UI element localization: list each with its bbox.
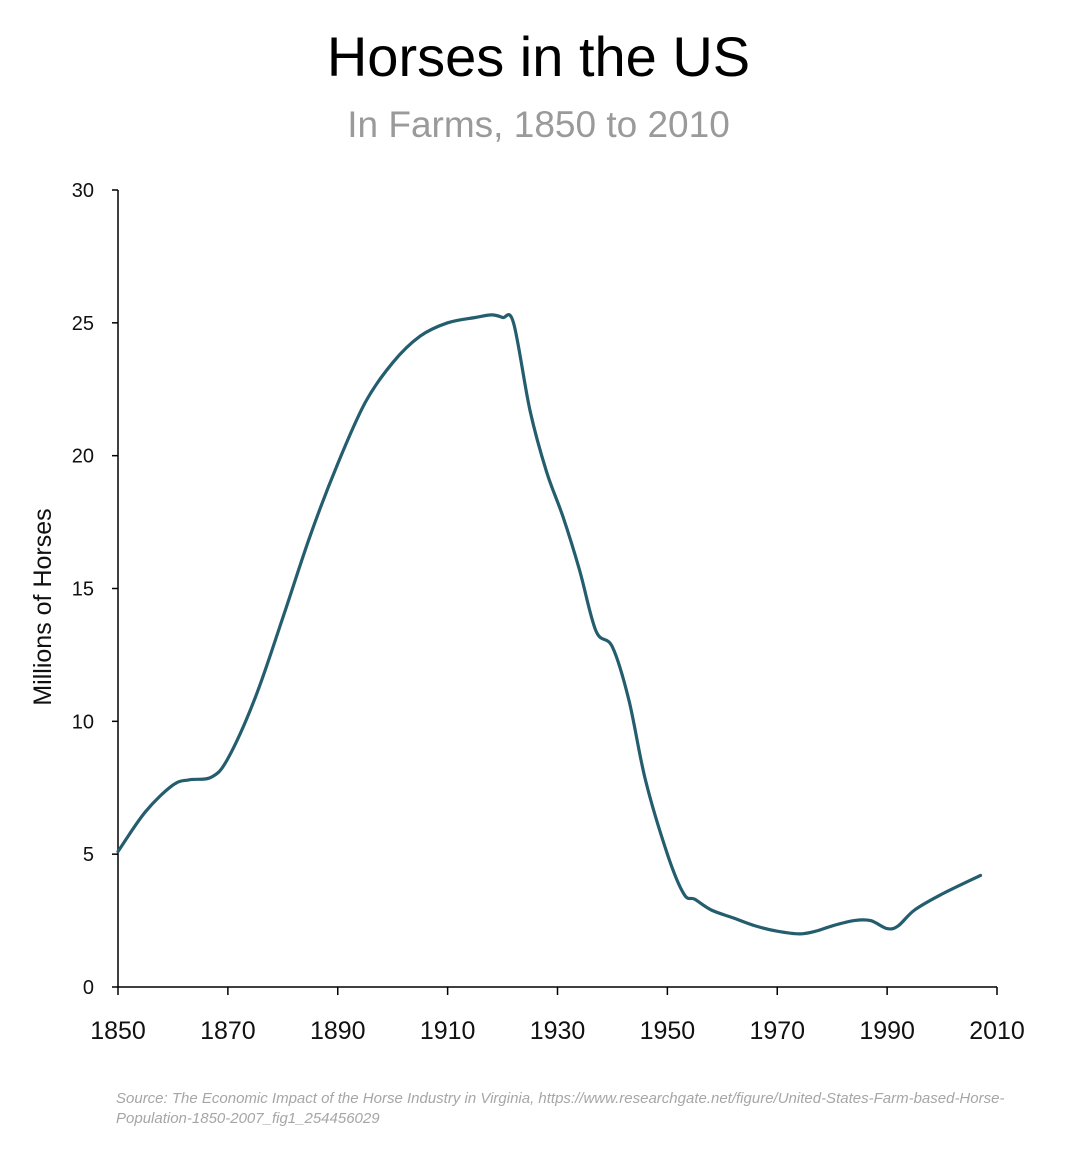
series-group [116, 313, 983, 936]
axes [117, 190, 997, 988]
chart-title: Horses in the US [326, 25, 751, 88]
y-tick-label: 15 [72, 579, 94, 601]
y-tick-label: 25 [72, 313, 94, 335]
x-tick-label: 1990 [859, 1017, 915, 1045]
x-tick-label: 2010 [969, 1017, 1025, 1045]
y-tick-label: 30 [72, 180, 94, 202]
series-line [116, 313, 983, 936]
y-axis-ticks: 0 5 10 15 20 25 30 [72, 180, 118, 999]
x-tick-label: 1870 [200, 1017, 256, 1045]
y-axis-label: Millions of Horses [29, 508, 57, 705]
source-note: Source: The Economic Impact of the Horse… [116, 1090, 1005, 1127]
x-tick-label: 1950 [640, 1017, 696, 1045]
y-tick-label: 0 [83, 977, 94, 999]
chart-subtitle: In Farms, 1850 to 2010 [347, 104, 730, 145]
x-axis-ticks: 1850 1870 1890 1910 1930 1950 1970 1990 2010 [90, 987, 1025, 1045]
y-tick-label: 5 [83, 844, 94, 866]
x-tick-label: 1850 [90, 1017, 146, 1045]
x-tick-label: 1910 [420, 1017, 476, 1045]
x-tick-label: 1970 [749, 1017, 805, 1045]
y-tick-label: 10 [72, 711, 94, 733]
x-tick-label: 1930 [530, 1017, 586, 1045]
y-tick-label: 20 [72, 446, 94, 468]
x-tick-label: 1890 [310, 1017, 366, 1045]
